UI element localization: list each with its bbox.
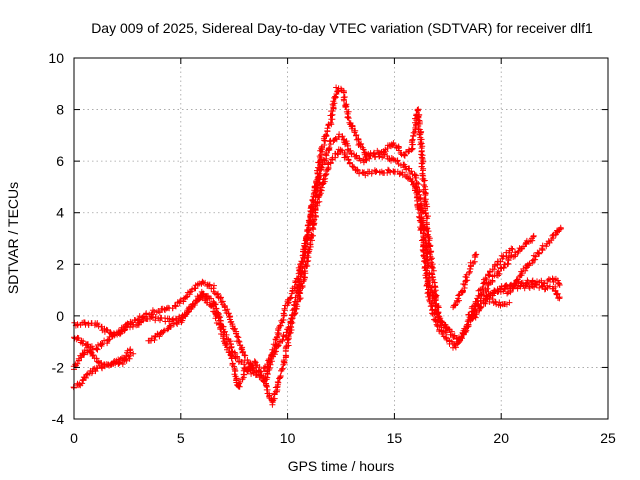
y-tick-label: 4	[56, 205, 64, 221]
y-tick-label: 10	[48, 50, 64, 66]
x-tick-label: 20	[493, 430, 509, 446]
series-trace-5	[145, 84, 450, 408]
x-axis-label: GPS time / hours	[288, 458, 395, 474]
y-tick-label: 6	[56, 153, 64, 169]
series-trace-7	[504, 224, 564, 297]
series-trace-8	[450, 251, 480, 311]
series-markers	[475, 245, 516, 294]
series-trace-9	[475, 245, 516, 294]
series-trace-10	[486, 296, 513, 309]
y-tick-label: 2	[56, 256, 64, 272]
y-tick-label: -2	[52, 359, 65, 375]
chart-title: Day 009 of 2025, Sidereal Day-to-day VTE…	[91, 20, 593, 36]
x-tick-label: 15	[387, 430, 403, 446]
y-tick-label: 8	[56, 102, 64, 118]
series-markers	[145, 84, 450, 408]
y-axis-label: SDTVAR / TECUs	[5, 182, 21, 294]
series-markers	[465, 232, 537, 318]
x-tick-label: 5	[177, 430, 185, 446]
y-tick-label: -4	[52, 411, 65, 427]
series-markers	[504, 224, 564, 297]
y-tick-labels: -4 -2 0 2 4 6 8 10	[48, 50, 64, 427]
y-tick-label: 0	[56, 308, 64, 324]
grid-lines	[74, 58, 608, 419]
x-tick-label: 25	[600, 430, 616, 446]
x-tick-labels: 0 5 10 15 20 25	[70, 430, 616, 446]
series-markers	[450, 251, 480, 311]
series-trace-6	[465, 232, 537, 318]
axis-ticks	[73, 57, 609, 420]
plot-frame	[73, 57, 609, 420]
x-tick-label: 10	[280, 430, 296, 446]
x-tick-label: 0	[70, 430, 78, 446]
series-markers	[486, 296, 513, 309]
